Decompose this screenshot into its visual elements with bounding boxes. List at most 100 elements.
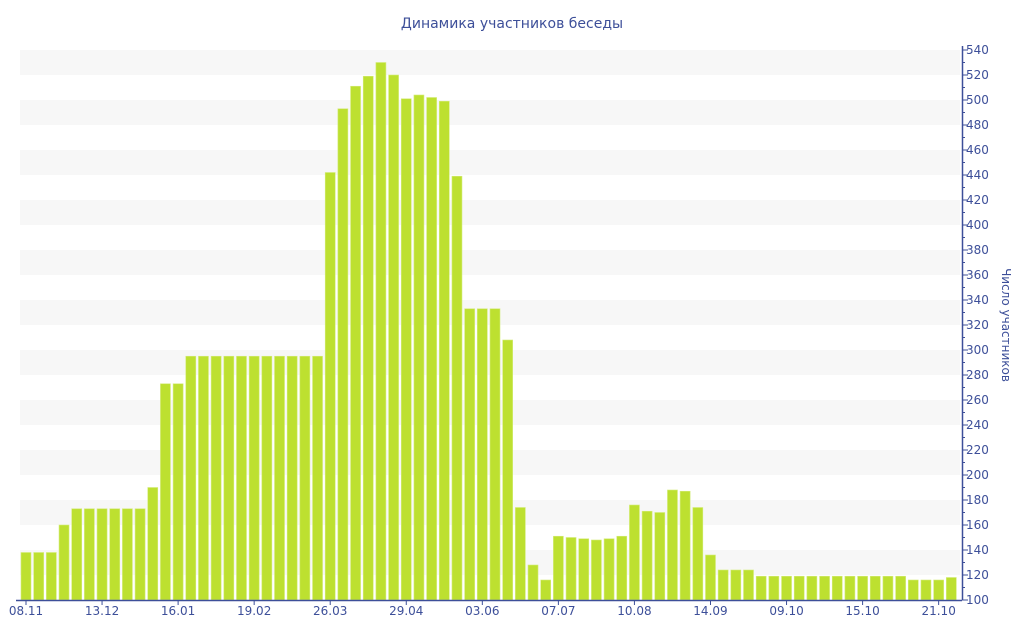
bar (375, 62, 387, 601)
bar (591, 539, 602, 601)
bar (261, 355, 273, 601)
bar (337, 108, 349, 601)
bar (210, 355, 222, 601)
y-tick-label: 200 (966, 468, 989, 482)
bar (413, 94, 425, 601)
bar (717, 569, 729, 601)
bar (616, 535, 628, 601)
x-tick-label: 14.09 (693, 604, 727, 618)
bar (654, 512, 666, 601)
y-tick-label: 480 (966, 118, 989, 132)
grid-band (20, 250, 960, 275)
y-tick-label: 180 (966, 493, 989, 507)
y-tick-label: 520 (966, 68, 989, 82)
bar (793, 575, 805, 601)
bar (350, 85, 361, 601)
x-tick-label: 26.03 (313, 604, 347, 618)
bar (122, 508, 133, 601)
bar (489, 308, 501, 601)
bar (679, 490, 691, 601)
x-tick-label: 15.10 (845, 604, 879, 618)
bar (426, 97, 437, 601)
bar (629, 504, 640, 601)
y-tick-label: 100 (966, 593, 989, 607)
bar (223, 355, 235, 601)
bar (198, 355, 209, 601)
bar (869, 575, 881, 601)
bar (667, 489, 678, 601)
bar (147, 487, 159, 601)
bar (527, 564, 539, 601)
grid-band (20, 200, 960, 225)
y-tick-label: 360 (966, 268, 989, 282)
bar (438, 100, 450, 601)
x-tick-label: 03.06 (465, 604, 499, 618)
x-tick-label: 07.07 (541, 604, 575, 618)
bar (388, 74, 399, 601)
y-tick-label: 220 (966, 443, 989, 457)
bar (641, 510, 653, 601)
y-tick-label: 460 (966, 143, 989, 157)
bar (20, 552, 32, 601)
bar (46, 552, 57, 601)
y-tick-label: 260 (966, 393, 989, 407)
bar (540, 579, 552, 601)
y-tick-label: 440 (966, 168, 989, 182)
bar (324, 172, 336, 601)
bar (705, 554, 716, 601)
y-tick-label: 240 (966, 418, 989, 432)
bar (71, 508, 83, 601)
bar (312, 355, 323, 601)
grid-band (20, 50, 960, 75)
bar (895, 575, 906, 601)
x-tick-label: 08.11 (9, 604, 43, 618)
bar (844, 575, 856, 601)
y-tick-label: 420 (966, 193, 989, 207)
chart-title: Динамика участников беседы (401, 16, 623, 32)
x-tick-label: 29.04 (389, 604, 423, 618)
bar (743, 569, 754, 601)
y-axis-label: Число участников (999, 268, 1013, 382)
y-tick-label: 120 (966, 568, 989, 582)
y-axis: 100 120 140 160 180 200 220 240 260 280 300 320 340 3… (961, 43, 989, 607)
bar (274, 355, 285, 601)
bar (33, 552, 44, 601)
bar (946, 577, 957, 601)
bar (134, 508, 146, 601)
x-tick-label: 13.12 (85, 604, 119, 618)
bar (755, 575, 767, 601)
x-tick-label: 21.10 (921, 604, 955, 618)
x-axis: 08.11 13.12 16.01 19.02 26.03 29.04 03.06 07.07… (9, 599, 962, 618)
bar (172, 383, 184, 601)
grid-band (20, 150, 960, 175)
y-tick-label: 280 (966, 368, 989, 382)
bar (907, 579, 919, 601)
bar (160, 383, 171, 601)
bar (578, 538, 590, 601)
bar (58, 524, 70, 601)
bar (831, 575, 843, 601)
bar (84, 508, 95, 601)
bar (920, 579, 932, 601)
bar (553, 535, 564, 601)
x-tick-label: 09.10 (769, 604, 803, 618)
bar (451, 175, 463, 601)
bar (882, 575, 894, 601)
bar (515, 507, 526, 601)
x-tick-label: 16.01 (161, 604, 195, 618)
y-tick-label: 400 (966, 218, 989, 232)
grid-band (20, 100, 960, 125)
bar (185, 355, 197, 601)
y-tick-label: 380 (966, 243, 989, 257)
bar (236, 355, 247, 601)
bar (819, 575, 830, 601)
bar (781, 575, 792, 601)
y-tick-label: 160 (966, 518, 989, 532)
bar (603, 538, 615, 601)
y-tick-label: 540 (966, 43, 989, 57)
bar (565, 537, 577, 601)
bar (730, 569, 742, 601)
y-tick-label: 300 (966, 343, 989, 357)
bar (109, 508, 121, 601)
